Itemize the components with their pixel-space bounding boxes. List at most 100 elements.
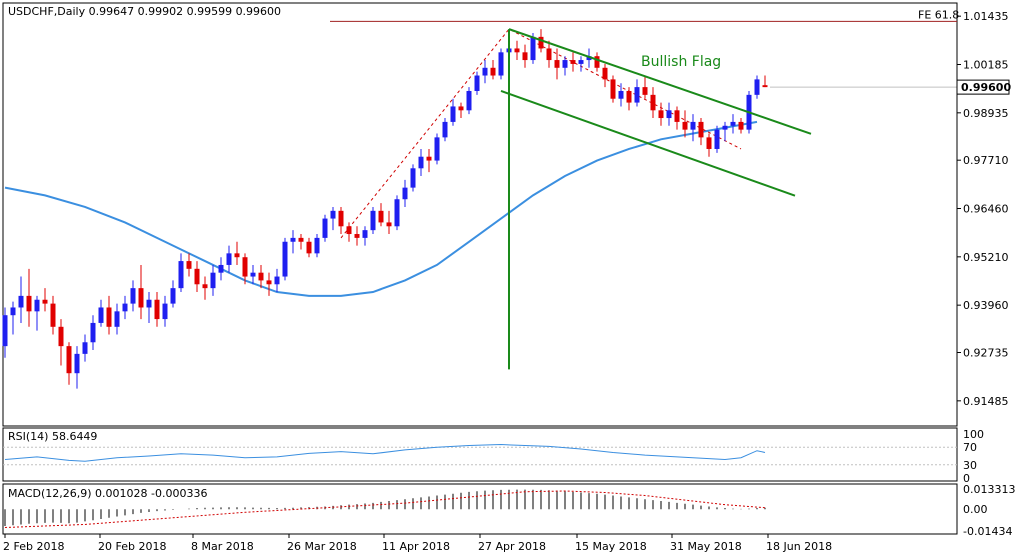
- candle-body: [50, 303, 56, 327]
- candle-body: [370, 210, 376, 231]
- candle-body: [394, 199, 400, 227]
- candle-body: [170, 288, 176, 304]
- moving-average: [4, 120, 758, 297]
- candle-body: [218, 264, 224, 273]
- candle-body: [138, 288, 144, 308]
- x-tick-label: 15 May 2018: [575, 540, 647, 553]
- candle-body: [154, 299, 160, 320]
- candle-body: [10, 307, 16, 316]
- flag-lines: [500, 28, 812, 370]
- candle-body: [298, 237, 304, 242]
- y-tick-label: 1.01435: [963, 10, 1009, 23]
- candle-body: [754, 79, 760, 95]
- x-tick-label: 27 Apr 2018: [478, 540, 546, 553]
- candle-body: [306, 241, 312, 254]
- candle-body: [570, 60, 576, 64]
- candle-body: [210, 272, 216, 289]
- candle-body: [242, 257, 248, 277]
- y-tick-label: 0.92735: [963, 347, 1009, 360]
- macd-label: MACD(12,26,9) 0.001028 -0.000336: [8, 487, 207, 500]
- candle-body: [362, 230, 368, 238]
- candle-body: [698, 121, 704, 138]
- candle-body: [258, 272, 264, 281]
- price-box: [956, 79, 1010, 95]
- y-tick-label: 0.93960: [963, 299, 1009, 312]
- candle-body: [162, 303, 168, 320]
- fe-level: FE 61.8: [330, 8, 959, 22]
- rsi-line: [4, 444, 766, 462]
- rsi-label: RSI(14) 58.6449: [8, 430, 97, 443]
- y-tick-label: 0.96460: [963, 203, 1009, 216]
- candle-body: [58, 326, 64, 347]
- candle-body: [634, 87, 640, 103]
- candles: [2, 29, 768, 389]
- candle-body: [514, 48, 520, 53]
- candle-body: [450, 106, 456, 122]
- rsi-polyline: [4, 444, 766, 462]
- candle-body: [426, 156, 432, 161]
- candle-body: [202, 284, 208, 289]
- flag-upper-line: [508, 28, 812, 135]
- candle-body: [714, 129, 720, 149]
- macd-histogram: [4, 489, 766, 526]
- x-tick-label: 11 Apr 2018: [382, 540, 450, 553]
- macd-signal: [4, 490, 766, 528]
- candle-body: [706, 137, 712, 149]
- candle-body: [290, 237, 296, 242]
- y-tick-label: 0.95210: [963, 251, 1009, 264]
- candle-body: [730, 121, 736, 126]
- candle-body: [322, 218, 328, 238]
- candle-body: [178, 261, 184, 289]
- x-axis-ticks: 2 Feb 2018 20 Feb 2018 8 Mar 2018 26 Mar 20…: [3, 534, 832, 553]
- candle-body: [234, 253, 240, 258]
- candle-body: [402, 187, 408, 200]
- candle-body: [410, 168, 416, 188]
- candle-body: [98, 307, 104, 323]
- x-tick-label: 8 Mar 2018: [191, 540, 254, 553]
- candle-body: [18, 295, 24, 308]
- x-tick-label: 2 Feb 2018: [3, 540, 64, 553]
- candle-body: [658, 110, 664, 119]
- candle-body: [618, 90, 624, 99]
- candle-body: [498, 52, 504, 76]
- candle-body: [738, 121, 744, 130]
- chart-header: USDCHF,Daily 0.99647 0.99902 0.99599 0.9…: [8, 5, 281, 18]
- macd-tick-label: -0.01434: [963, 525, 1012, 538]
- rsi-panel-frame: [2, 427, 958, 482]
- candle-body: [578, 60, 584, 64]
- candle-body: [442, 121, 448, 138]
- candle-body: [122, 303, 128, 312]
- fe-61-8-label: FE 61.8: [918, 8, 959, 21]
- candle-body: [602, 67, 608, 80]
- rsi-level-label: 0: [963, 472, 970, 485]
- y-tick-label: 0.91485: [963, 395, 1009, 408]
- candle-body: [42, 299, 48, 304]
- candle-body: [194, 268, 200, 285]
- candle-body: [554, 60, 560, 68]
- candle-body: [346, 226, 352, 235]
- candle-body: [330, 210, 336, 219]
- y-tick-label: 0.98935: [963, 107, 1009, 120]
- macd-signal-line: [4, 490, 766, 528]
- candle-body: [594, 56, 600, 68]
- x-tick-label: 26 Mar 2018: [287, 540, 357, 553]
- flag-lower-line: [500, 90, 796, 197]
- y-axis-ticks: 1.01435 1.00185 0.98935 0.97710 0.96460 0.952…: [957, 10, 1009, 408]
- candle-body: [474, 75, 480, 91]
- candle-body: [2, 315, 8, 347]
- x-tick-label: 31 May 2018: [670, 540, 742, 553]
- candle-body: [114, 311, 120, 327]
- candle-body: [90, 322, 96, 343]
- candle-body: [626, 90, 632, 103]
- rsi-level-label: 70: [963, 441, 977, 454]
- candle-body: [538, 36, 544, 49]
- candle-body: [250, 272, 256, 277]
- rsi-level-label: 30: [963, 459, 977, 472]
- macd-tick-label: 0.00: [963, 503, 988, 516]
- candle-body: [642, 87, 648, 95]
- candle-body: [674, 110, 680, 122]
- candle-body: [610, 79, 616, 99]
- candle-body: [266, 280, 272, 285]
- candle-body: [458, 106, 464, 111]
